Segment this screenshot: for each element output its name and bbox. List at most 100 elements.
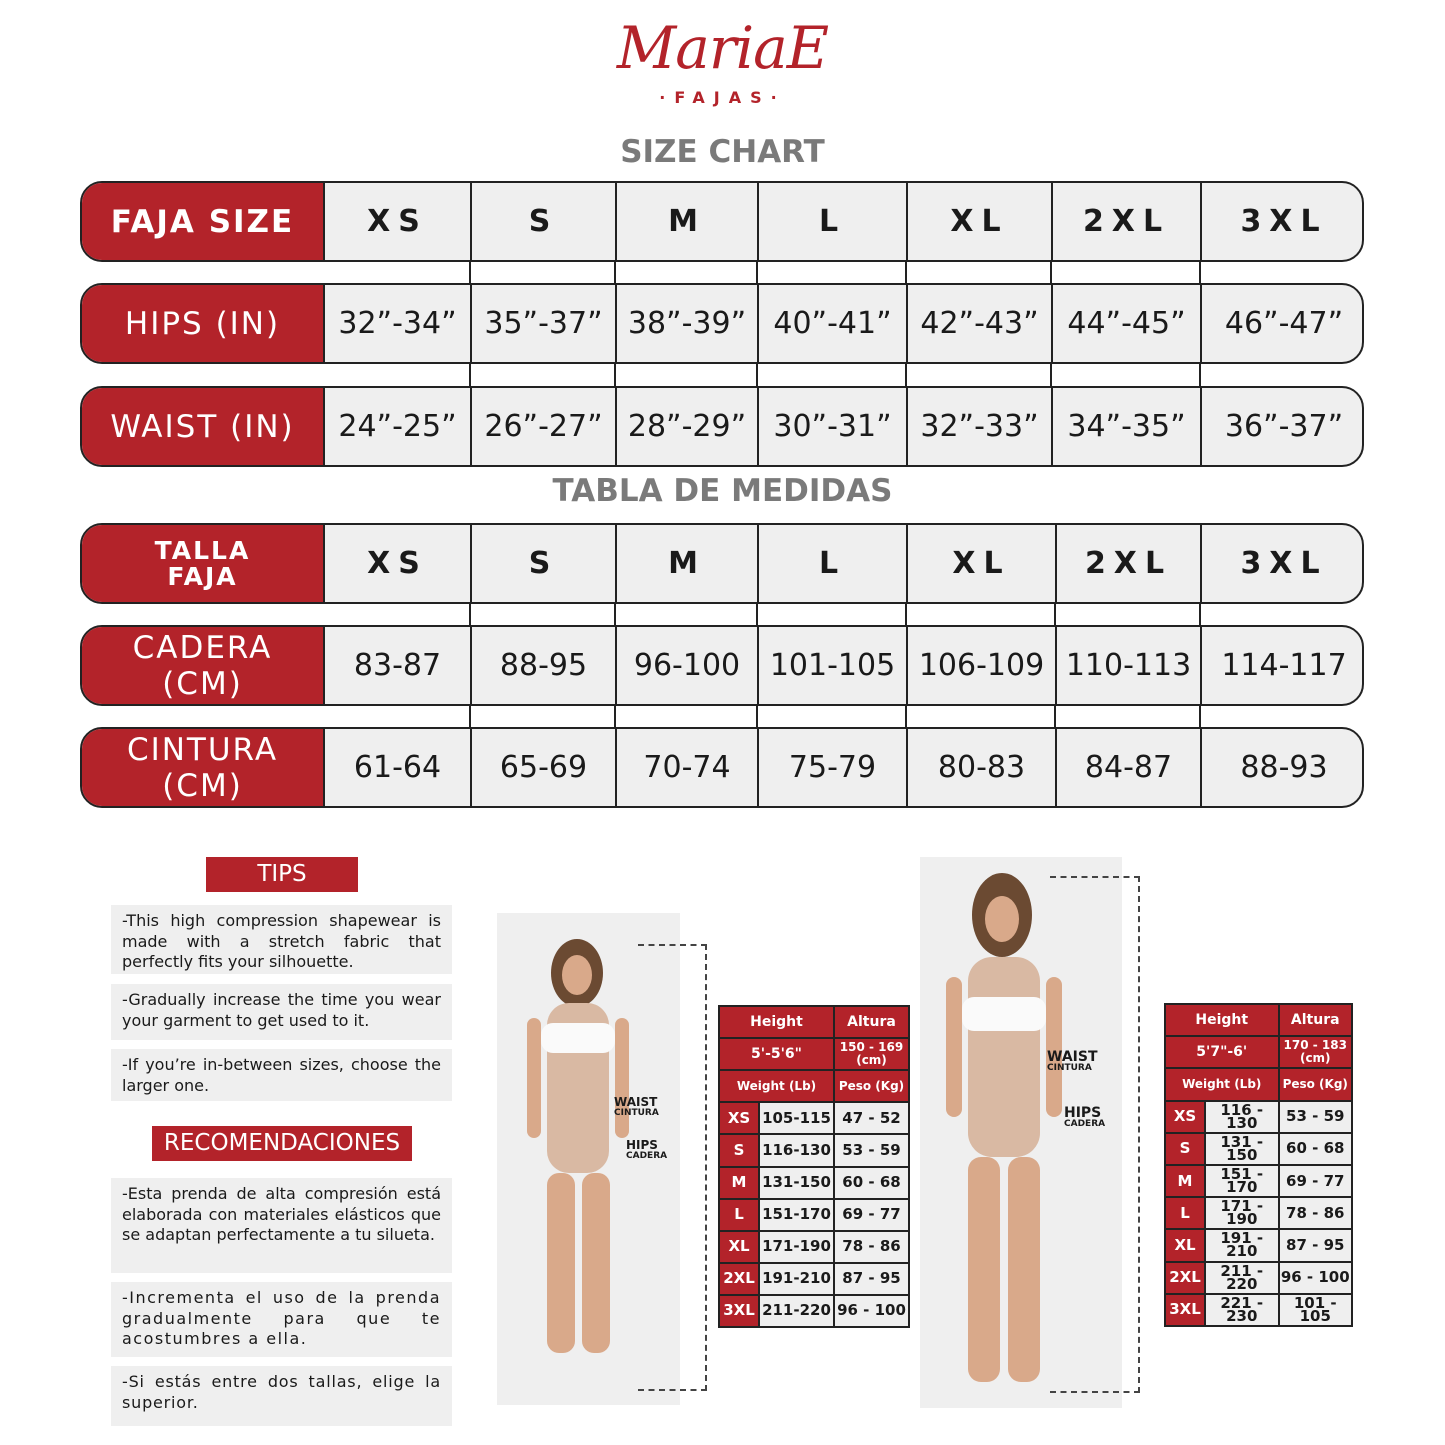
row-connector — [756, 705, 758, 729]
tip-item: -If you’re in-between sizes, choose the … — [111, 1049, 452, 1101]
hips-label: HIPS CADERA — [626, 1138, 668, 1161]
weight-kg: 101 - 105 — [1279, 1294, 1351, 1325]
row-connector — [1054, 705, 1056, 729]
measure-bracket — [1050, 876, 1140, 1393]
tip-item: -Gradually increase the time you wear yo… — [111, 984, 452, 1040]
size-cell: 61-64 — [325, 729, 472, 806]
recomendaciones-badge: RECOMENDACIONES — [152, 1126, 412, 1161]
weight-lb: 171 - 190 — [1206, 1198, 1278, 1229]
table-row-hips-in-: HIPS (IN) 32”-34” 35”-37” 38”-39” 40”-41” 42”… — [80, 283, 1364, 364]
waist-label: WAIST CINTURA — [614, 1095, 659, 1118]
row-connector — [905, 363, 907, 388]
weight-kg: 87 - 95 — [835, 1263, 908, 1294]
size-cell: 75-79 — [759, 729, 908, 806]
weight-lb: 131 - 150 — [1206, 1133, 1278, 1164]
size-label: XL — [720, 1231, 758, 1262]
weight-lb: 151-170 — [760, 1199, 833, 1230]
row-label: CINTURA (CM) — [82, 729, 325, 806]
height-header: Height — [1166, 1005, 1278, 1036]
size-cell: 2XL — [1057, 525, 1202, 602]
row-connector — [614, 603, 616, 627]
height-range: 5'-5'6" — [720, 1039, 833, 1070]
tip-item: -This high compression shapewear is made… — [111, 905, 452, 974]
size-label: M — [720, 1167, 758, 1198]
size-cell: 80-83 — [908, 729, 1057, 806]
model-figure — [527, 939, 629, 1353]
size-label: 3XL — [1166, 1294, 1204, 1325]
height-range: 5'7"-6' — [1166, 1037, 1278, 1068]
weight-kg: 78 - 86 — [835, 1231, 908, 1262]
row-connector — [1199, 261, 1201, 285]
size-cell: 96-100 — [617, 627, 759, 704]
row-connector — [614, 705, 616, 729]
size-cell: 32”-33” — [908, 388, 1053, 465]
size-cell: 24”-25” — [325, 388, 472, 465]
row-connector — [469, 603, 471, 627]
weight-kg: 60 - 68 — [1279, 1133, 1351, 1164]
size-cell: L — [759, 183, 908, 260]
size-label: L — [720, 1199, 758, 1230]
size-label: 2XL — [1166, 1262, 1204, 1293]
weight-lb: 116 - 130 — [1206, 1101, 1278, 1132]
weight-kg: 87 - 95 — [1279, 1230, 1351, 1261]
row-label: CADERA (CM) — [82, 627, 325, 704]
row-connector — [1050, 363, 1052, 388]
row-connector — [469, 363, 471, 388]
size-cell: 38”-39” — [617, 285, 759, 362]
table-row-cintura-cm-: CINTURA (CM) 61-64 65-69 70-74 75-79 80-83 84-… — [80, 727, 1364, 808]
brand-logo: MariaE ·FAJAS· — [600, 8, 845, 123]
size-cell: 114-117 — [1221, 648, 1347, 683]
row-connector — [756, 603, 758, 627]
row-connector — [1199, 705, 1201, 729]
table-row-talla-faja: TALLA FAJA XS S M L XL 2XL 3XL — [80, 523, 1364, 604]
size-cell: M — [617, 525, 759, 602]
size-cell: 101-105 — [759, 627, 908, 704]
size-cell: M — [617, 183, 759, 260]
size-cell: 84-87 — [1057, 729, 1202, 806]
size-cell: S — [472, 525, 617, 602]
altura-header: Altura — [835, 1007, 908, 1038]
size-cell: 34”-35” — [1053, 388, 1202, 465]
size-cell: L — [759, 525, 908, 602]
row-connector — [614, 363, 616, 388]
weight-lb: 211-220 — [760, 1295, 833, 1326]
table-row-faja-size: FAJA SIZE XS S M L XL 2XL 3XL — [80, 181, 1364, 262]
size-cell: 26”-27” — [472, 388, 617, 465]
size-label: 2XL — [720, 1263, 758, 1294]
weight-lb: 171-190 — [760, 1231, 833, 1262]
weight-lb: 151 - 170 — [1206, 1166, 1278, 1197]
row-connector — [1199, 603, 1201, 627]
hips-label: HIPS CADERA — [1064, 1105, 1106, 1129]
row-connector — [614, 261, 616, 285]
weight-kg: 53 - 59 — [835, 1135, 908, 1166]
altura-header: Altura — [1279, 1005, 1351, 1036]
row-connector — [1050, 261, 1052, 285]
row-connector — [469, 705, 471, 729]
size-cell: 65-69 — [472, 729, 617, 806]
size-cell: 2XL — [1053, 183, 1202, 260]
row-connector — [756, 261, 758, 285]
model-photo-long — [920, 857, 1122, 1408]
row-label: TALLA FAJA — [82, 525, 325, 602]
size-cell: 30”-31” — [759, 388, 908, 465]
size-cell: 35”-37” — [472, 285, 617, 362]
table-row-waist-in-: WAIST (IN) 24”-25” 26”-27” 28”-29” 30”-31” 32… — [80, 386, 1364, 467]
weight-kg: 69 - 77 — [1279, 1166, 1351, 1197]
size-cell: 36”-37” — [1224, 409, 1344, 444]
weight-lb: 211 - 220 — [1206, 1262, 1278, 1293]
row-label: FAJA SIZE — [82, 183, 325, 260]
row-connector — [905, 705, 907, 729]
weight-header: Weight (Lb) — [1166, 1069, 1278, 1100]
size-cell: 110-113 — [1057, 627, 1202, 704]
weight-lb: 221 - 230 — [1206, 1294, 1278, 1325]
size-cell: 40”-41” — [759, 285, 908, 362]
size-cell: XS — [325, 525, 472, 602]
row-connector — [905, 261, 907, 285]
recomendacion-item: -Esta prenda de alta compresión está ela… — [111, 1178, 452, 1273]
size-label: M — [1166, 1166, 1204, 1197]
size-cell: 83-87 — [325, 627, 472, 704]
size-cell: 106-109 — [908, 627, 1057, 704]
size-cell: 88-95 — [472, 627, 617, 704]
tabla-medidas-title: TABLA DE MEDIDAS — [552, 473, 893, 509]
row-connector — [1054, 603, 1056, 627]
